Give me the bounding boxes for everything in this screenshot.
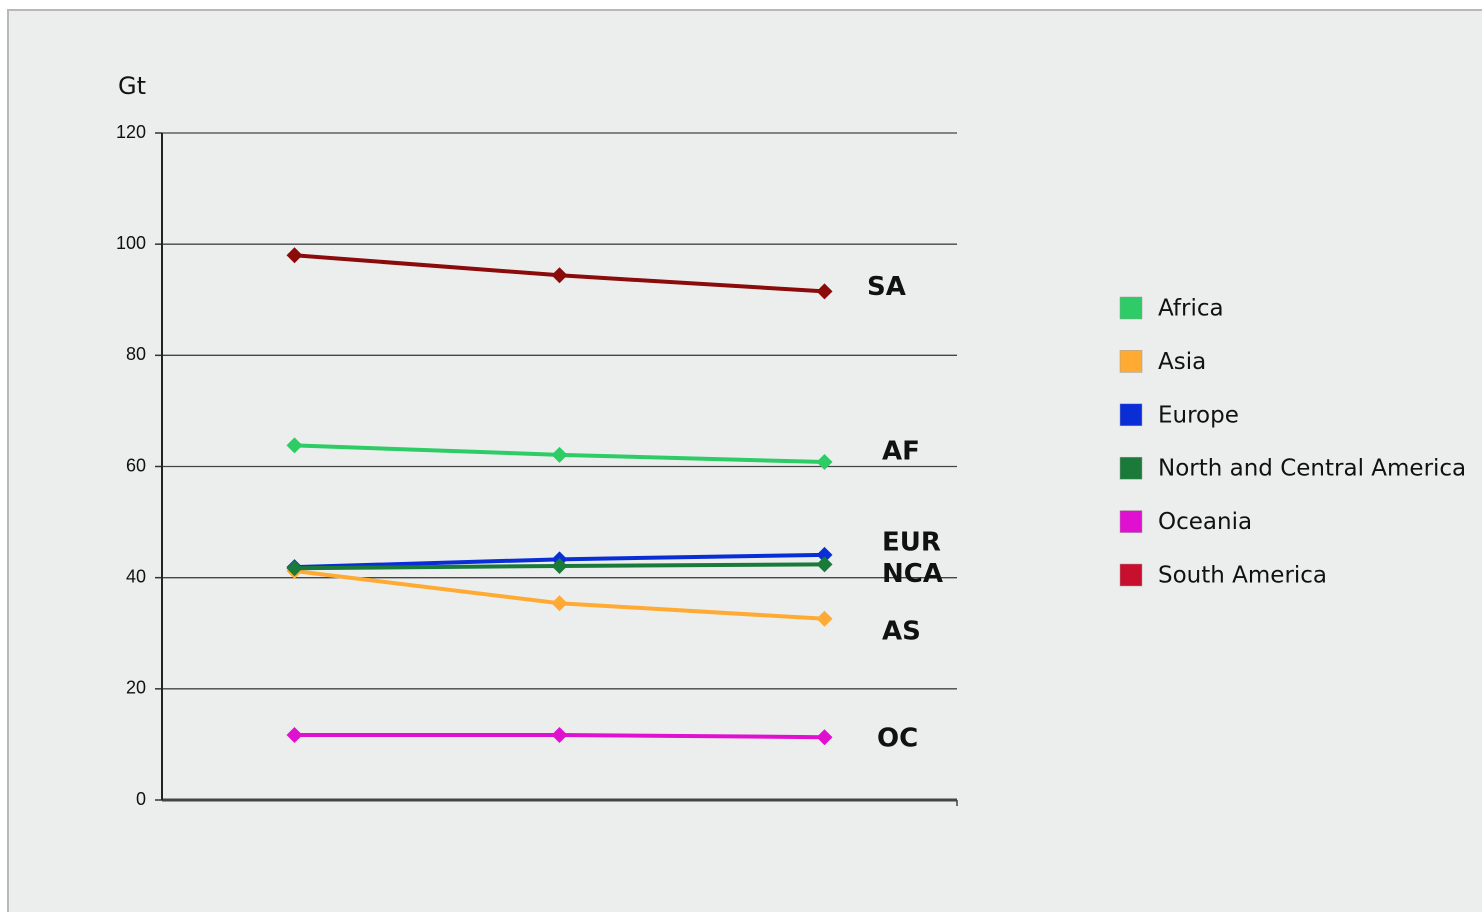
legend-label: Africa — [1158, 296, 1224, 322]
data-point — [816, 729, 833, 746]
series-annotation: EUR — [882, 527, 941, 557]
data-point — [816, 546, 833, 563]
legend-swatch — [1119, 563, 1143, 587]
y-tick-label: 60 — [126, 455, 146, 475]
data-point — [551, 726, 568, 743]
data-point — [551, 446, 568, 463]
legend-swatch — [1119, 510, 1143, 533]
y-tick-label: 80 — [126, 344, 146, 364]
legend-label: North and Central America — [1158, 456, 1466, 482]
legend-label: Asia — [1158, 349, 1206, 375]
y-tick-label: 120 — [116, 122, 146, 142]
legend-label: South America — [1158, 563, 1327, 589]
data-point — [286, 560, 303, 577]
data-point — [816, 454, 833, 471]
legend-swatch — [1119, 456, 1143, 480]
legend-swatch — [1119, 296, 1143, 320]
data-point — [816, 610, 833, 627]
y-tick-label: 20 — [126, 678, 146, 698]
y-tick-label: 0 — [136, 789, 146, 809]
data-point — [286, 247, 303, 264]
y-axis-label: Gt — [118, 72, 146, 100]
y-tick-label: 100 — [116, 233, 146, 253]
series-annotation: NCA — [882, 559, 943, 589]
series-annotation: AS — [882, 616, 921, 646]
data-point — [551, 267, 568, 284]
legend-swatch — [1119, 403, 1143, 427]
data-point — [286, 726, 303, 743]
legend-swatch — [1119, 350, 1143, 373]
data-point — [551, 557, 568, 574]
y-tick-label: 40 — [126, 566, 146, 586]
data-point — [286, 437, 303, 454]
series-annotation: OC — [877, 724, 918, 754]
legend-label: Europe — [1158, 402, 1239, 428]
series-annotation: AF — [882, 437, 920, 467]
legend-label: Oceania — [1158, 509, 1252, 535]
data-point — [551, 595, 568, 612]
series-annotation: SA — [867, 272, 906, 302]
data-point — [816, 556, 833, 573]
data-point — [816, 283, 833, 300]
